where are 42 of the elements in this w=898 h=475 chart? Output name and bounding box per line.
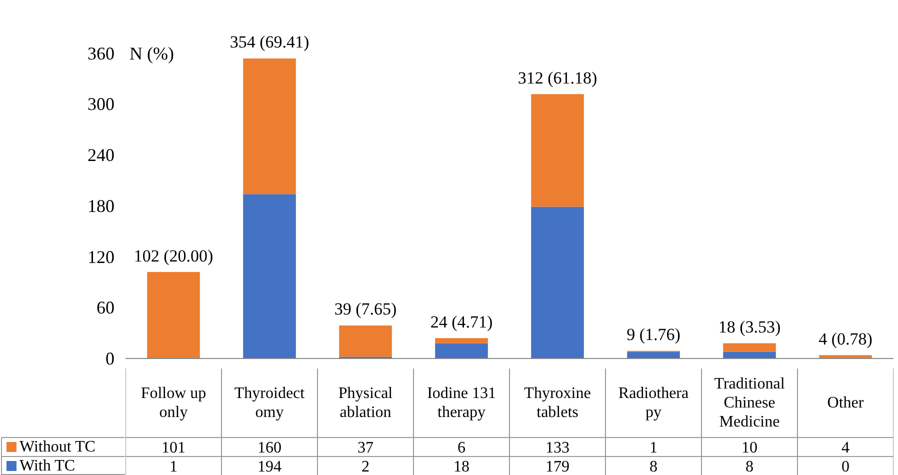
legend-label: With TC	[20, 458, 76, 474]
data-label: 0	[842, 458, 850, 475]
legend-label: Without TC	[20, 438, 96, 456]
data-label: 4	[842, 440, 850, 456]
x-tick-label: Follow up only	[140, 385, 206, 421]
y-tick-label: 300	[88, 94, 114, 114]
data-label: 8	[650, 458, 658, 475]
y-tick-label: 60	[96, 298, 114, 318]
data-label: 1	[170, 458, 178, 475]
data-label: 2	[362, 458, 370, 475]
total-label: 9 (1.76)	[626, 325, 680, 344]
y-axis-title: N (%)	[130, 43, 174, 64]
y-tick-label: 180	[88, 196, 114, 216]
x-tick-label: Thyroxine tablets	[524, 385, 591, 421]
y-tick-label: 360	[88, 43, 114, 64]
data-label: 160	[258, 440, 282, 456]
total-label: 4 (0.78)	[818, 329, 872, 348]
total-label: 39 (7.65)	[334, 300, 397, 319]
x-tick-label: Iodine 131 therapy	[427, 385, 496, 421]
x-tick-label: Thyroidect omy	[234, 385, 306, 421]
data-label: 6	[458, 440, 466, 456]
y-tick-label: 120	[88, 246, 114, 267]
y-tick-label: 0	[106, 348, 114, 368]
data-label: 8	[746, 458, 754, 475]
x-tick-label: Traditional Chinese Medicine	[714, 376, 786, 430]
data-label: 1	[650, 440, 658, 456]
data-label: 179	[546, 458, 570, 475]
y-tick-label: 240	[88, 145, 114, 166]
total-label: 312 (61.18)	[518, 68, 598, 88]
total-label: 354 (69.41)	[230, 32, 310, 52]
data-label: 194	[258, 458, 282, 475]
x-tick-label: Physical ablation	[338, 385, 394, 421]
x-tick-label: Radiothera py	[618, 385, 689, 421]
data-label: 10	[742, 440, 758, 456]
total-label: 102 (20.00)	[134, 246, 214, 266]
total-label: 18 (3.53)	[718, 317, 781, 336]
data-label: 133	[546, 440, 570, 456]
x-tick-label: Other	[827, 394, 864, 412]
data-label: 18	[454, 458, 470, 475]
data-label: 37	[358, 440, 374, 456]
total-label: 24 (4.71)	[430, 312, 493, 332]
data-label: 101	[162, 440, 186, 456]
